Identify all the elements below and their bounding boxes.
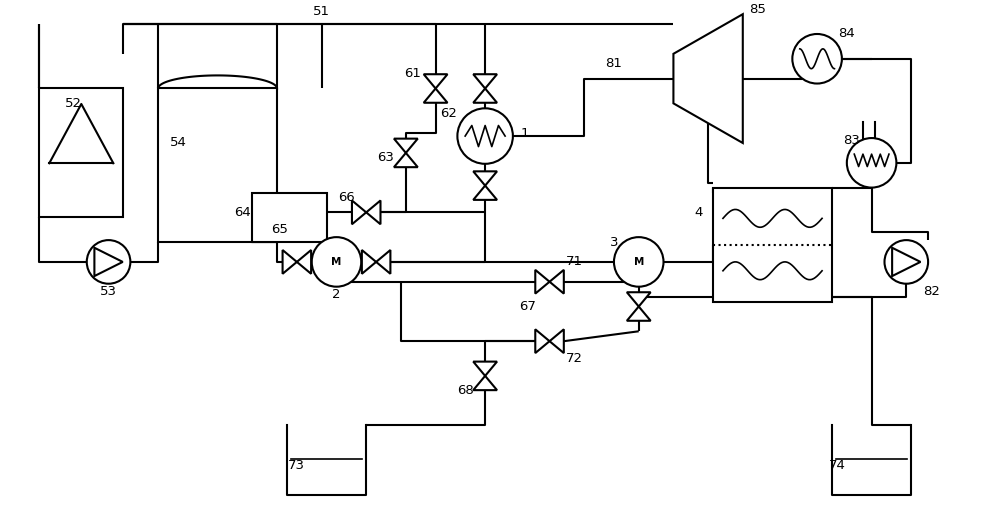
Circle shape xyxy=(792,34,842,84)
Polygon shape xyxy=(94,248,123,276)
Polygon shape xyxy=(473,376,497,390)
Polygon shape xyxy=(535,270,550,294)
Circle shape xyxy=(614,237,664,287)
Polygon shape xyxy=(297,250,311,274)
Text: M: M xyxy=(634,257,644,267)
Text: 85: 85 xyxy=(749,3,766,15)
Circle shape xyxy=(884,240,928,284)
Text: 72: 72 xyxy=(566,351,583,364)
Polygon shape xyxy=(376,250,390,274)
Text: 4: 4 xyxy=(694,206,702,219)
Text: 62: 62 xyxy=(440,107,457,120)
Polygon shape xyxy=(424,74,447,88)
Text: 65: 65 xyxy=(272,223,288,236)
Polygon shape xyxy=(473,362,497,376)
Text: 53: 53 xyxy=(100,285,117,298)
Polygon shape xyxy=(424,88,447,103)
Text: 74: 74 xyxy=(828,459,845,472)
Bar xyxy=(158,88,277,242)
Text: 82: 82 xyxy=(923,285,940,298)
Polygon shape xyxy=(394,153,418,167)
Text: 51: 51 xyxy=(313,5,330,18)
Text: 68: 68 xyxy=(457,384,474,397)
Bar xyxy=(39,88,123,217)
Text: 71: 71 xyxy=(566,255,583,268)
Text: 2: 2 xyxy=(332,288,341,301)
Polygon shape xyxy=(473,186,497,200)
Text: 54: 54 xyxy=(169,137,186,150)
Polygon shape xyxy=(283,250,297,274)
Text: 3: 3 xyxy=(610,236,618,249)
Polygon shape xyxy=(394,139,418,153)
Text: 63: 63 xyxy=(378,151,394,165)
Text: 66: 66 xyxy=(338,191,355,204)
Bar xyxy=(713,188,832,301)
Text: 67: 67 xyxy=(519,300,536,313)
Text: M: M xyxy=(331,257,342,267)
Polygon shape xyxy=(473,88,497,103)
Text: 64: 64 xyxy=(234,206,251,219)
Circle shape xyxy=(87,240,130,284)
Bar xyxy=(252,192,327,242)
Polygon shape xyxy=(362,250,376,274)
Polygon shape xyxy=(673,14,743,143)
Polygon shape xyxy=(627,292,651,307)
Polygon shape xyxy=(366,201,380,224)
Polygon shape xyxy=(473,171,497,186)
Polygon shape xyxy=(550,270,564,294)
Text: 73: 73 xyxy=(288,459,305,472)
Polygon shape xyxy=(352,201,366,224)
Polygon shape xyxy=(550,329,564,353)
Text: 61: 61 xyxy=(404,67,421,80)
Circle shape xyxy=(312,237,361,287)
Polygon shape xyxy=(627,307,651,321)
Text: 81: 81 xyxy=(606,57,622,70)
Circle shape xyxy=(847,138,896,188)
Circle shape xyxy=(457,108,513,164)
Text: 52: 52 xyxy=(65,97,82,110)
Text: 83: 83 xyxy=(843,134,860,147)
Polygon shape xyxy=(535,329,550,353)
Polygon shape xyxy=(892,248,920,276)
Polygon shape xyxy=(473,74,497,88)
Text: 84: 84 xyxy=(838,27,855,40)
Text: 1: 1 xyxy=(521,126,529,140)
